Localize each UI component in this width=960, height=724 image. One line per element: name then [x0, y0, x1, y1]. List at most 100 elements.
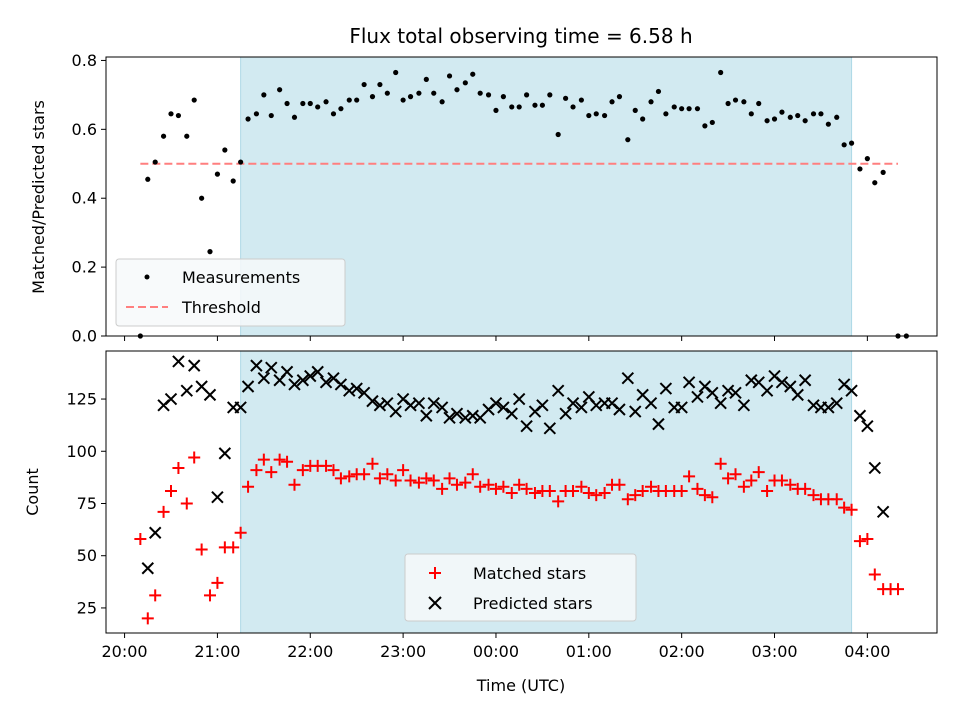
matched-stars-point	[257, 453, 270, 466]
measurement-point	[300, 100, 306, 107]
measurement-point	[199, 195, 205, 201]
measurement-point	[454, 87, 460, 93]
predicted-stars-point	[536, 399, 549, 412]
top-y-tick-label: 0.8	[72, 51, 97, 70]
measurement-point	[818, 111, 824, 117]
matched-stars-point	[683, 470, 696, 483]
matched-stars-point	[250, 464, 263, 477]
predicted-stars-point	[737, 399, 751, 412]
matched-stars-point	[358, 468, 371, 481]
matched-stars-point	[404, 474, 417, 487]
predicted-stars-point	[211, 491, 224, 504]
measurement-point	[384, 90, 390, 96]
predicted-stars-point	[420, 409, 433, 422]
measurement-point	[184, 133, 190, 139]
matched-stars-point	[265, 466, 278, 479]
matched-stars-point	[613, 478, 626, 491]
measurement-point	[191, 97, 197, 103]
measurement-point	[268, 112, 274, 119]
predicted-stars-point	[621, 371, 635, 385]
predicted-stars-point	[459, 411, 472, 425]
predicted-stars-point	[675, 401, 688, 414]
predicted-stars-point	[729, 386, 742, 399]
matched-stars-point	[343, 470, 356, 483]
predicted-stars-point	[334, 378, 348, 391]
predicted-stars-point	[745, 374, 758, 387]
matched-stars-point	[737, 480, 750, 493]
predicted-stars-point	[427, 397, 440, 410]
bottom-y-tick-label: 50	[77, 546, 97, 565]
measurement-point	[655, 88, 662, 95]
predicted-stars-point	[644, 397, 658, 410]
predicted-stars-point	[373, 399, 387, 412]
measurement-point	[725, 100, 731, 107]
measurement-point	[810, 111, 817, 117]
predicted-stars-point	[164, 392, 178, 406]
measurement-point	[431, 90, 437, 96]
bottom-y-tick-label: 75	[77, 494, 97, 513]
predicted-stars-point	[280, 365, 294, 379]
matched-stars-point	[567, 484, 580, 497]
predicted-stars-point	[311, 365, 324, 379]
x-tick-label: 01:00	[566, 642, 612, 661]
predicted-stars-point	[241, 380, 255, 393]
matched-stars-point	[845, 503, 858, 516]
measurement-point	[361, 81, 367, 88]
measurement-point	[500, 94, 506, 100]
matched-stars-point	[706, 491, 719, 504]
measurement-point	[779, 109, 785, 115]
measurement-point	[602, 112, 608, 119]
measurement-point	[648, 99, 654, 105]
matched-stars-point	[775, 474, 788, 487]
bottom-y-tick-label: 125	[66, 390, 97, 409]
measurement-point	[756, 100, 762, 107]
matched-stars-point	[281, 455, 294, 468]
measurement-point	[547, 92, 553, 98]
measurement-point	[230, 178, 236, 184]
matched-stars-point	[450, 478, 463, 491]
predicted-stars-point	[234, 401, 247, 414]
matched-stars-point	[489, 482, 502, 495]
matched-stars-point	[505, 487, 518, 500]
measurement-point	[741, 99, 747, 105]
matched-stars-point	[636, 484, 649, 497]
measurement-point	[632, 107, 638, 113]
predicted-stars-point	[543, 422, 557, 435]
matched-stars-point	[188, 451, 201, 464]
matched-stars-point	[195, 543, 208, 556]
measurement-point	[532, 102, 538, 108]
measurement-point	[795, 112, 801, 119]
top-y-tick-label: 0.0	[72, 327, 97, 346]
measurement-point	[841, 142, 847, 148]
predicted-stars-point	[149, 526, 162, 539]
predicted-stars-point	[497, 401, 510, 414]
matched-stars-point	[784, 478, 797, 491]
measurement-point	[880, 169, 886, 175]
matched-stars-point	[543, 484, 556, 497]
matched-stars-point	[227, 541, 240, 554]
measurement-point	[354, 97, 360, 103]
matched-stars-point	[722, 472, 735, 485]
bottom-y-tick-label: 25	[77, 598, 97, 617]
top-legend-box	[115, 258, 346, 327]
predicted-stars-point	[822, 401, 835, 414]
predicted-stars-point	[218, 447, 232, 460]
matched-stars-point	[334, 472, 347, 485]
matched-stars-point	[590, 489, 603, 502]
predicted-stars-point	[296, 374, 310, 387]
measurement-point	[802, 118, 808, 124]
predicted-stars-point	[520, 419, 533, 433]
measurement-point	[470, 71, 476, 77]
measurement-point	[175, 112, 182, 119]
predicted-stars-point	[830, 397, 843, 410]
measurement-point	[160, 133, 167, 139]
predicted-stars-point	[566, 397, 580, 410]
matched-stars-point	[203, 589, 216, 602]
matched-stars-point	[799, 482, 812, 495]
predicted-stars-point	[629, 405, 642, 418]
matched-stars-point	[389, 474, 402, 487]
predicted-stars-point	[435, 401, 449, 414]
measurement-point	[570, 104, 576, 110]
matched-stars-point	[436, 482, 449, 495]
